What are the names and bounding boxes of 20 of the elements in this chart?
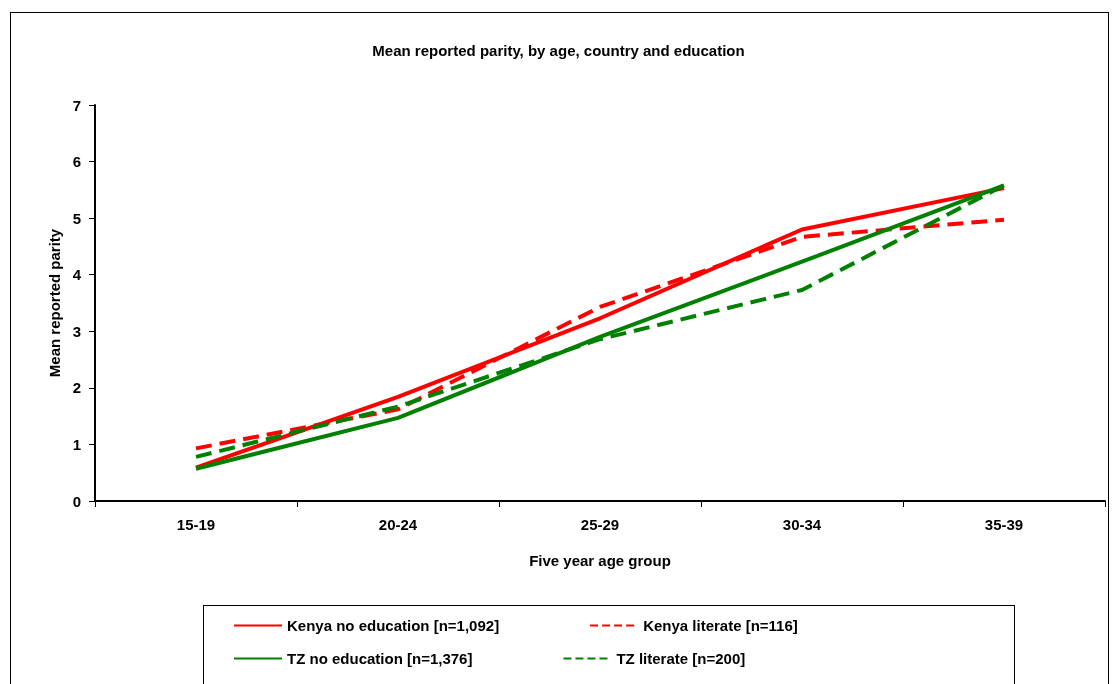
x-tick-label: 25-29	[580, 516, 620, 533]
legend-label: TZ no education [n=1,376]	[287, 650, 473, 667]
x-tick-label: 20-24	[378, 516, 418, 533]
chart-title: Mean reported parity, by age, country and education	[372, 42, 745, 59]
y-tick-label: 0	[72, 492, 81, 510]
y-tick-label: 1	[72, 435, 81, 453]
y-tick-label: 6	[72, 153, 81, 171]
legend-label: TZ literate [n=200]	[616, 650, 746, 667]
x-tick-label: 30-34	[782, 516, 822, 533]
y-tick-label: 5	[72, 209, 81, 227]
legend-label: Kenya no education [n=1,092]	[287, 617, 500, 634]
x-tick-label: 35-39	[984, 516, 1024, 533]
y-tick-label: 3	[72, 322, 81, 340]
y-tick-label: 2	[72, 379, 81, 397]
y-tick-label: 7	[72, 96, 81, 114]
x-tick-label: 15-19	[176, 516, 216, 533]
y-axis-title: Mean reported parity	[45, 228, 63, 378]
y-tick-label: 4	[72, 266, 82, 284]
legend-label: Kenya literate [n=116]	[643, 617, 798, 634]
x-axis-title: Five year age group	[529, 552, 671, 569]
